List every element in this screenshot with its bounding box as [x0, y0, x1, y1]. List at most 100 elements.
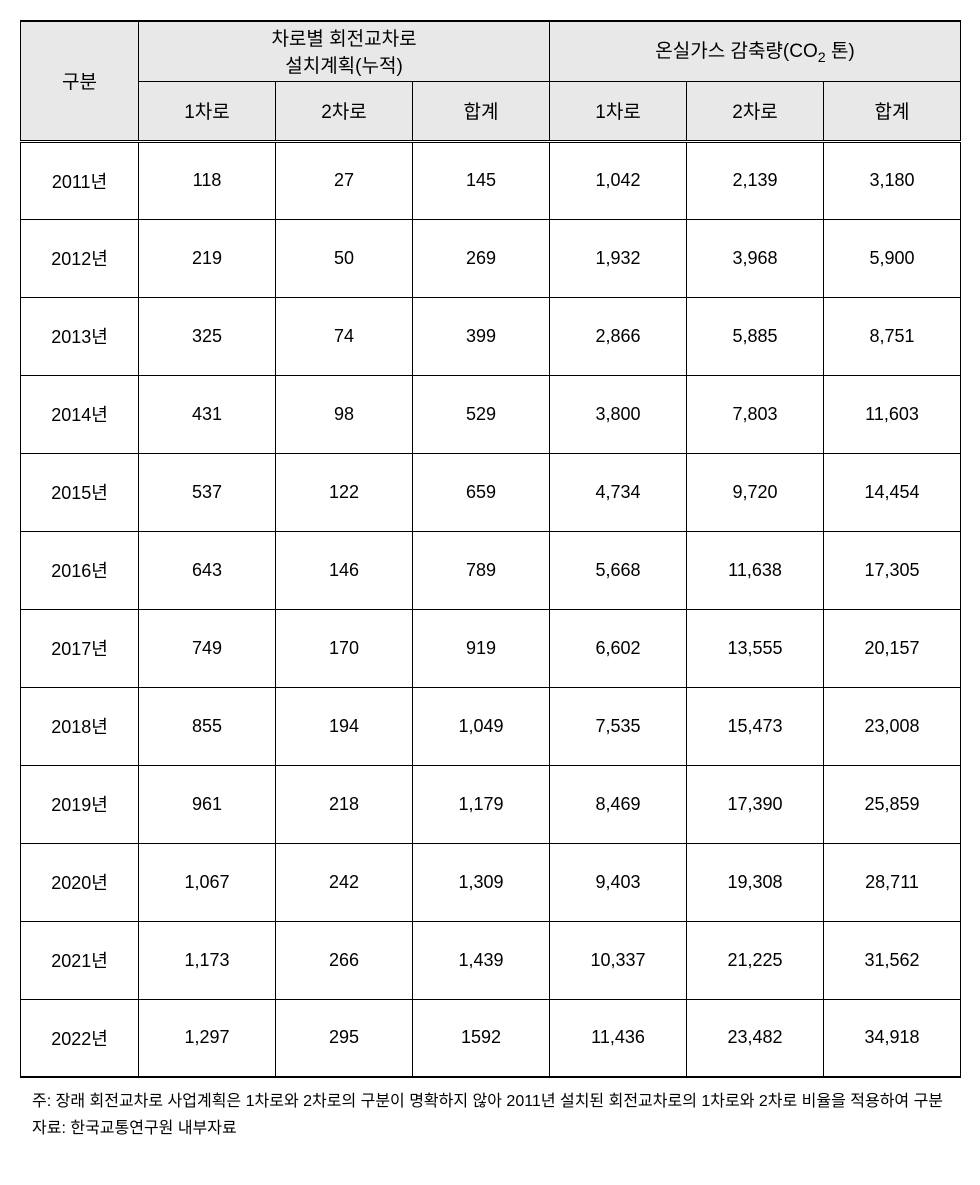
cell-b3: 28,711 — [824, 843, 961, 921]
header-group2-sub: 2 — [818, 50, 826, 66]
header-group2: 온실가스 감축량(CO2 톤) — [550, 21, 961, 81]
cell-a1: 749 — [139, 609, 276, 687]
cell-a2: 170 — [276, 609, 413, 687]
cell-b1: 3,800 — [550, 375, 687, 453]
cell-a2: 122 — [276, 453, 413, 531]
cell-a3: 529 — [413, 375, 550, 453]
cell-b1: 2,866 — [550, 297, 687, 375]
cell-b2: 3,968 — [687, 219, 824, 297]
cell-year: 2020년 — [21, 843, 139, 921]
cell-b3: 31,562 — [824, 921, 961, 999]
cell-a3: 1592 — [413, 999, 550, 1077]
cell-a1: 118 — [139, 141, 276, 219]
cell-b2: 13,555 — [687, 609, 824, 687]
cell-b1: 9,403 — [550, 843, 687, 921]
footnote-source-label: 자료: — [32, 1120, 66, 1137]
subheader-g1-2: 2차로 — [276, 81, 413, 141]
cell-a3: 789 — [413, 531, 550, 609]
cell-b3: 11,603 — [824, 375, 961, 453]
subheader-g2-3: 합계 — [824, 81, 961, 141]
footnote-note: 주: 장래 회전교차로 사업계획은 1차로와 2차로의 구분이 명확하지 않아 … — [32, 1088, 960, 1115]
table-row: 2020년1,0672421,3099,40319,30828,711 — [21, 843, 961, 921]
cell-a2: 98 — [276, 375, 413, 453]
cell-b3: 20,157 — [824, 609, 961, 687]
cell-year: 2013년 — [21, 297, 139, 375]
cell-a1: 325 — [139, 297, 276, 375]
subheader-g2-1: 1차로 — [550, 81, 687, 141]
cell-b3: 34,918 — [824, 999, 961, 1077]
cell-year: 2015년 — [21, 453, 139, 531]
cell-year: 2012년 — [21, 219, 139, 297]
cell-b3: 3,180 — [824, 141, 961, 219]
cell-year: 2021년 — [21, 921, 139, 999]
header-group1-line1: 차로별 회전교차로 — [271, 29, 416, 50]
cell-year: 2018년 — [21, 687, 139, 765]
table-row: 2019년9612181,1798,46917,39025,859 — [21, 765, 961, 843]
cell-b1: 4,734 — [550, 453, 687, 531]
cell-b3: 14,454 — [824, 453, 961, 531]
cell-year: 2016년 — [21, 531, 139, 609]
cell-year: 2017년 — [21, 609, 139, 687]
cell-b2: 2,139 — [687, 141, 824, 219]
table-row: 2018년8551941,0497,53515,47323,008 — [21, 687, 961, 765]
cell-a3: 269 — [413, 219, 550, 297]
cell-a3: 919 — [413, 609, 550, 687]
footnote-note-label: 주: — [32, 1093, 51, 1110]
table-header: 구분 차로별 회전교차로설치계획(누적) 온실가스 감축량(CO2 톤) 1차로… — [21, 21, 961, 141]
cell-a1: 1,297 — [139, 999, 276, 1077]
cell-b2: 19,308 — [687, 843, 824, 921]
cell-year: 2011년 — [21, 141, 139, 219]
cell-a3: 659 — [413, 453, 550, 531]
table-row: 2014년431985293,8007,80311,603 — [21, 375, 961, 453]
cell-a1: 431 — [139, 375, 276, 453]
cell-b1: 11,436 — [550, 999, 687, 1077]
cell-b1: 10,337 — [550, 921, 687, 999]
cell-a3: 1,179 — [413, 765, 550, 843]
cell-b3: 5,900 — [824, 219, 961, 297]
cell-a3: 1,439 — [413, 921, 550, 999]
table-row: 2022년1,297295159211,43623,48234,918 — [21, 999, 961, 1077]
table-row: 2021년1,1732661,43910,33721,22531,562 — [21, 921, 961, 999]
cell-a2: 295 — [276, 999, 413, 1077]
cell-b2: 15,473 — [687, 687, 824, 765]
cell-a1: 961 — [139, 765, 276, 843]
footnote-note-text: 장래 회전교차로 사업계획은 1차로와 2차로의 구분이 명확하지 않아 201… — [56, 1093, 943, 1110]
cell-a2: 74 — [276, 297, 413, 375]
header-group1: 차로별 회전교차로설치계획(누적) — [139, 21, 550, 81]
cell-b1: 1,932 — [550, 219, 687, 297]
table-row: 2013년325743992,8665,8858,751 — [21, 297, 961, 375]
table-row: 2011년118271451,0422,1393,180 — [21, 141, 961, 219]
table-body: 2011년118271451,0422,1393,1802012년2195026… — [21, 141, 961, 1077]
subheader-g1-3: 합계 — [413, 81, 550, 141]
cell-b1: 8,469 — [550, 765, 687, 843]
header-category: 구분 — [21, 21, 139, 141]
cell-year: 2022년 — [21, 999, 139, 1077]
cell-a1: 1,067 — [139, 843, 276, 921]
cell-b1: 5,668 — [550, 531, 687, 609]
cell-a2: 50 — [276, 219, 413, 297]
footnote-source-text: 한국교통연구원 내부자료 — [70, 1120, 236, 1137]
subheader-g2-2: 2차로 — [687, 81, 824, 141]
cell-a1: 537 — [139, 453, 276, 531]
cell-year: 2014년 — [21, 375, 139, 453]
cell-a1: 1,173 — [139, 921, 276, 999]
table-row: 2016년6431467895,66811,63817,305 — [21, 531, 961, 609]
footnote-source: 자료: 한국교통연구원 내부자료 — [32, 1115, 960, 1142]
cell-a2: 218 — [276, 765, 413, 843]
cell-b2: 21,225 — [687, 921, 824, 999]
cell-a2: 146 — [276, 531, 413, 609]
table-row: 2012년219502691,9323,9685,900 — [21, 219, 961, 297]
cell-a3: 1,309 — [413, 843, 550, 921]
cell-a1: 855 — [139, 687, 276, 765]
cell-year: 2019년 — [21, 765, 139, 843]
cell-a3: 145 — [413, 141, 550, 219]
cell-a3: 1,049 — [413, 687, 550, 765]
data-table: 구분 차로별 회전교차로설치계획(누적) 온실가스 감축량(CO2 톤) 1차로… — [20, 20, 961, 1078]
cell-b2: 23,482 — [687, 999, 824, 1077]
cell-a1: 219 — [139, 219, 276, 297]
cell-b3: 8,751 — [824, 297, 961, 375]
cell-a2: 242 — [276, 843, 413, 921]
subheader-g1-1: 1차로 — [139, 81, 276, 141]
footnotes: 주: 장래 회전교차로 사업계획은 1차로와 2차로의 구분이 명확하지 않아 … — [20, 1088, 960, 1142]
cell-a3: 399 — [413, 297, 550, 375]
